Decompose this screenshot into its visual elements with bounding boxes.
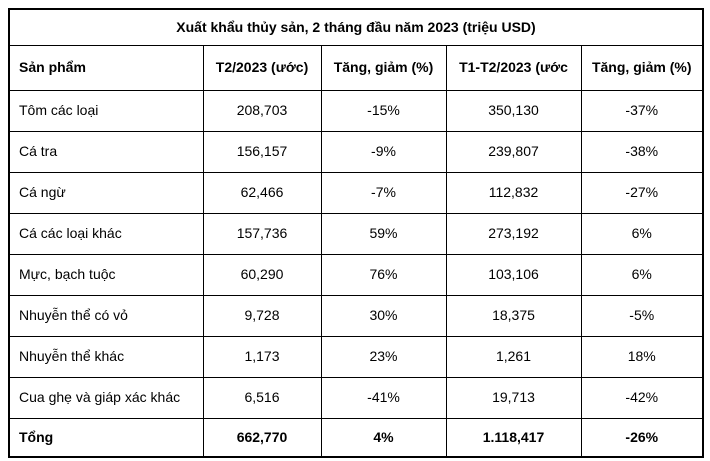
t1-t2-change-cell: 18% <box>580 335 704 378</box>
t1-t2-change-cell: -42% <box>580 376 704 419</box>
t1-t2-value-cell: 18,375 <box>445 294 582 337</box>
t1-t2-value-cell: 1,261 <box>445 335 582 378</box>
product-name-cell: Nhuyễn thể khác <box>8 335 204 378</box>
product-name-cell: Nhuyễn thể có vỏ <box>8 294 204 337</box>
table-body: Tôm các loại 208,703 -15% 350,130 -37% C… <box>8 89 704 458</box>
t2-change-cell: -41% <box>320 376 447 419</box>
t1-t2-change-cell: -27% <box>580 171 704 214</box>
product-name-cell: Cá ngừ <box>8 171 204 214</box>
product-name-cell: Cá tra <box>8 130 204 173</box>
seafood-export-table-container: Xuất khẩu thủy sản, 2 tháng đầu năm 2023… <box>8 8 704 458</box>
table-row: Nhuyễn thể khác 1,173 23% 1,261 18% <box>8 335 704 378</box>
t1-t2-value-cell: 19,713 <box>445 376 582 419</box>
t1-t2-change-cell: -38% <box>580 130 704 173</box>
t1-t2-change-cell: -5% <box>580 294 704 337</box>
total-t1-t2-value-cell: 1.118,417 <box>445 417 582 458</box>
total-label-cell: Tổng <box>8 417 204 458</box>
table-row: Cá các loại khác 157,736 59% 273,192 6% <box>8 212 704 255</box>
total-row: Tổng 662,770 4% 1.118,417 -26% <box>8 417 704 458</box>
column-header-product: Sản phẩm <box>8 44 204 91</box>
t2-value-cell: 208,703 <box>202 89 322 132</box>
total-t1-t2-change-cell: -26% <box>580 417 704 458</box>
product-name-cell: Mực, bạch tuộc <box>8 253 204 296</box>
product-name-cell: Cá các loại khác <box>8 212 204 255</box>
table-title-row: Xuất khẩu thủy sản, 2 tháng đầu năm 2023… <box>8 8 704 46</box>
t1-t2-value-cell: 103,106 <box>445 253 582 296</box>
total-t2-value-cell: 662,770 <box>202 417 322 458</box>
t1-t2-change-cell: -37% <box>580 89 704 132</box>
t2-value-cell: 62,466 <box>202 171 322 214</box>
table-title: Xuất khẩu thủy sản, 2 tháng đầu năm 2023… <box>8 8 704 46</box>
t2-change-cell: 59% <box>320 212 447 255</box>
table-header-row: Sản phẩm T2/2023 (ước) Tăng, giảm (%) T1… <box>8 44 704 91</box>
t1-t2-value-cell: 273,192 <box>445 212 582 255</box>
total-t2-change-cell: 4% <box>320 417 447 458</box>
t2-value-cell: 60,290 <box>202 253 322 296</box>
t2-change-cell: -15% <box>320 89 447 132</box>
t1-t2-change-cell: 6% <box>580 253 704 296</box>
column-header-change-t1-t2: Tăng, giảm (%) <box>580 44 704 91</box>
t2-value-cell: 1,173 <box>202 335 322 378</box>
t2-change-cell: -9% <box>320 130 447 173</box>
table-row: Cá tra 156,157 -9% 239,807 -38% <box>8 130 704 173</box>
column-header-t2-2023: T2/2023 (ước) <box>202 44 322 91</box>
table-row: Mực, bạch tuộc 60,290 76% 103,106 6% <box>8 253 704 296</box>
t1-t2-value-cell: 239,807 <box>445 130 582 173</box>
column-header-change-t2: Tăng, giảm (%) <box>320 44 447 91</box>
t2-change-cell: 30% <box>320 294 447 337</box>
t1-t2-value-cell: 350,130 <box>445 89 582 132</box>
seafood-export-table: Xuất khẩu thủy sản, 2 tháng đầu năm 2023… <box>8 8 704 458</box>
t1-t2-value-cell: 112,832 <box>445 171 582 214</box>
t1-t2-change-cell: 6% <box>580 212 704 255</box>
product-name-cell: Cua ghẹ và giáp xác khác <box>8 376 204 419</box>
t2-value-cell: 156,157 <box>202 130 322 173</box>
t2-change-cell: -7% <box>320 171 447 214</box>
t2-change-cell: 76% <box>320 253 447 296</box>
table-row: Cá ngừ 62,466 -7% 112,832 -27% <box>8 171 704 214</box>
t2-value-cell: 6,516 <box>202 376 322 419</box>
product-name-cell: Tôm các loại <box>8 89 204 132</box>
table-row: Cua ghẹ và giáp xác khác 6,516 -41% 19,7… <box>8 376 704 419</box>
table-row: Tôm các loại 208,703 -15% 350,130 -37% <box>8 89 704 132</box>
t2-value-cell: 157,736 <box>202 212 322 255</box>
column-header-t1-t2-2023: T1-T2/2023 (ước <box>445 44 582 91</box>
table-row: Nhuyễn thể có vỏ 9,728 30% 18,375 -5% <box>8 294 704 337</box>
t2-value-cell: 9,728 <box>202 294 322 337</box>
t2-change-cell: 23% <box>320 335 447 378</box>
